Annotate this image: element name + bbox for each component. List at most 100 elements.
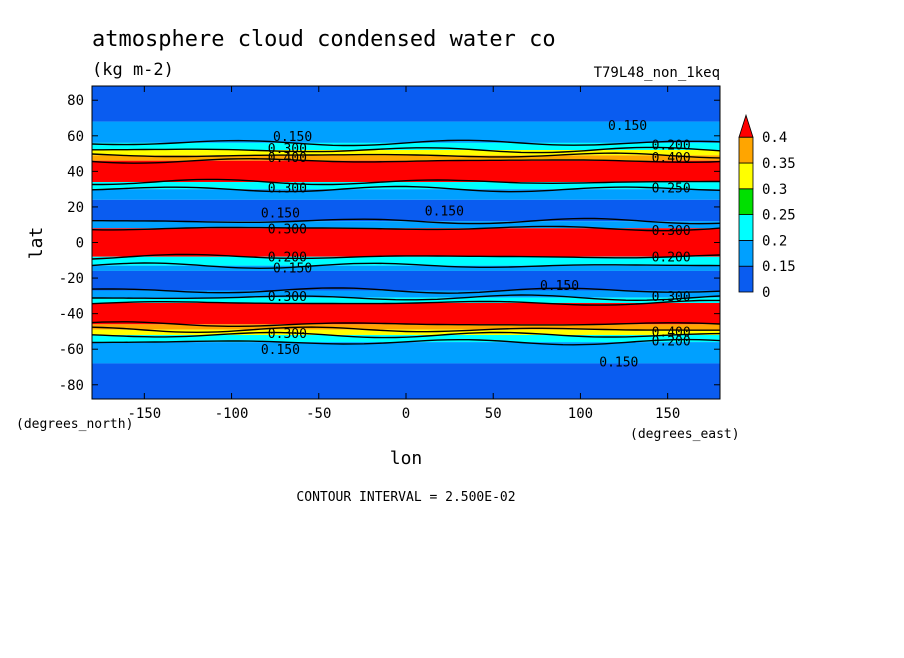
x-tick-label: 100 bbox=[568, 406, 593, 422]
contour-line bbox=[91, 338, 721, 346]
contour-band bbox=[92, 342, 720, 364]
colorbar-label: 0.2 bbox=[762, 233, 787, 249]
chart-title: atmosphere cloud condensed water co bbox=[92, 27, 556, 52]
y-axis-title: lat bbox=[26, 227, 47, 260]
contour-line bbox=[92, 146, 721, 154]
contour-band bbox=[92, 265, 720, 271]
contour-line bbox=[92, 294, 721, 302]
contour-label: 0.150 bbox=[608, 119, 647, 134]
run-id: T79L48_non_1keq bbox=[594, 65, 720, 81]
colorbar-swatch bbox=[738, 136, 754, 164]
contour-line bbox=[91, 299, 720, 306]
colorbar-swatch bbox=[738, 188, 754, 216]
contour-label: 0.400 bbox=[268, 151, 307, 166]
colorbar-label: 0.3 bbox=[762, 182, 787, 198]
x-axis: -150 -100 -50 0 50 100 150 bbox=[127, 86, 680, 422]
contour-label: 0.300 bbox=[268, 327, 307, 342]
colorbar-extend-arrow bbox=[738, 113, 754, 138]
colorbar-label: 0 bbox=[762, 285, 770, 301]
y-tick-label: 60 bbox=[67, 129, 84, 145]
contour-line bbox=[92, 217, 721, 225]
x-tick-label: 150 bbox=[655, 406, 680, 422]
chart-units: (kg m-2) bbox=[92, 60, 174, 80]
colorbar-label: 0.25 bbox=[762, 208, 796, 224]
x-units-label: (degrees_east) bbox=[630, 427, 740, 442]
x-axis-title: lon bbox=[390, 448, 423, 469]
contour-band bbox=[92, 302, 720, 325]
contour-band bbox=[92, 329, 720, 335]
contour-label: 0.150 bbox=[599, 356, 638, 371]
colorbar-swatch bbox=[738, 214, 754, 241]
colorbar-label: 0.35 bbox=[762, 156, 796, 172]
contour-band bbox=[92, 199, 720, 222]
contour-label: 0.250 bbox=[652, 181, 691, 196]
contour-label: 0.300 bbox=[268, 142, 307, 157]
contour-line bbox=[91, 225, 721, 232]
contour-interval-note: CONTOUR INTERVAL = 2.500E-02 bbox=[296, 490, 515, 505]
x-tick-label: -100 bbox=[215, 406, 249, 422]
contour-label: 0.400 bbox=[652, 151, 691, 166]
contour-line bbox=[91, 262, 721, 270]
x-tick-label: 0 bbox=[402, 406, 410, 422]
colorbar-swatch bbox=[738, 162, 754, 190]
y-axis: -80 -60 -40 -20 0 20 40 60 80 bbox=[59, 93, 720, 394]
contour-label: 0.150 bbox=[261, 206, 300, 221]
contour-line bbox=[91, 157, 721, 164]
contour-label: 0.400 bbox=[652, 325, 691, 340]
y-tick-label: -60 bbox=[59, 342, 84, 358]
contour-label: 0.300 bbox=[268, 222, 307, 237]
contour-line bbox=[91, 287, 721, 294]
contour-line bbox=[91, 152, 721, 159]
y-tick-label: 0 bbox=[76, 236, 84, 252]
y-units-label: (degrees_north) bbox=[16, 417, 133, 432]
contour-label: 0.300 bbox=[652, 224, 691, 239]
contour-band bbox=[92, 228, 720, 257]
contour-line bbox=[92, 178, 720, 186]
contour-label: 0.150 bbox=[540, 279, 579, 294]
x-tick-label: -150 bbox=[127, 406, 161, 422]
contour-label: 0.300 bbox=[268, 290, 307, 305]
x-tick-label: -50 bbox=[306, 406, 331, 422]
x-tick-label: 50 bbox=[485, 406, 502, 422]
colorbar-swatch bbox=[738, 239, 754, 267]
contour-band bbox=[92, 182, 720, 190]
colorbar-swatch bbox=[738, 265, 754, 293]
contour-band bbox=[92, 155, 720, 161]
y-tick-label: 80 bbox=[67, 93, 84, 109]
contour-band bbox=[92, 160, 720, 183]
contour-label: 0.150 bbox=[425, 204, 464, 219]
contour-band bbox=[92, 290, 720, 298]
contour-band bbox=[92, 189, 720, 200]
contour-label: 0.200 bbox=[652, 334, 691, 349]
contour-line bbox=[91, 321, 721, 327]
contour-label: 0.150 bbox=[273, 130, 312, 145]
contour-band bbox=[92, 324, 720, 330]
contour-label: 0.150 bbox=[261, 343, 300, 358]
y-tick-label: 40 bbox=[67, 164, 84, 180]
contour-line bbox=[91, 253, 721, 260]
contour-line bbox=[91, 185, 721, 193]
y-tick-label: -40 bbox=[59, 307, 84, 323]
contour-line bbox=[91, 331, 721, 339]
colorbar-label: 0.4 bbox=[762, 130, 787, 146]
colorbar-legend: 0 0.15 0.2 0.25 0.3 0.35 0.4 bbox=[738, 113, 796, 301]
contour-line bbox=[91, 326, 720, 334]
contour-label: 0.200 bbox=[268, 251, 307, 266]
contour-line bbox=[91, 139, 721, 147]
contour-band bbox=[92, 142, 720, 151]
contour-label: 0.200 bbox=[652, 139, 691, 154]
contour-band bbox=[92, 334, 720, 343]
contour-label: 0.150 bbox=[273, 261, 312, 276]
contour-label: 0.300 bbox=[652, 290, 691, 305]
y-tick-label: -20 bbox=[59, 271, 84, 287]
contour-label: 0.300 bbox=[268, 181, 307, 196]
contour-band bbox=[92, 121, 720, 143]
contour-band bbox=[92, 221, 720, 229]
contour-band bbox=[92, 270, 720, 291]
y-tick-label: 20 bbox=[67, 200, 84, 216]
colorbar-label: 0.15 bbox=[762, 259, 796, 275]
contour-band bbox=[92, 256, 720, 266]
contour-band bbox=[92, 150, 720, 156]
